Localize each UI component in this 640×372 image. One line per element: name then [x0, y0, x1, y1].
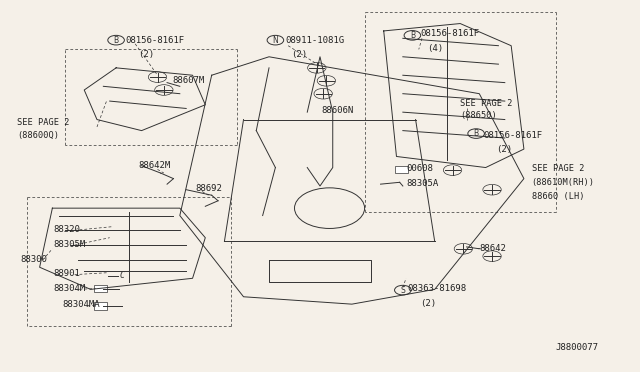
Text: 88606N: 88606N: [321, 106, 353, 115]
Text: (2): (2): [420, 299, 436, 308]
Text: 88320: 88320: [54, 225, 81, 234]
Text: (2): (2): [291, 51, 307, 60]
Text: SEE PAGE 2: SEE PAGE 2: [460, 99, 513, 108]
Bar: [94, 302, 106, 310]
Text: 08156-8161F: 08156-8161F: [420, 29, 480, 38]
Text: (2): (2): [138, 51, 154, 60]
Text: 88304M: 88304M: [54, 284, 86, 293]
Text: 88642M: 88642M: [138, 161, 171, 170]
Text: SEE PAGE 2: SEE PAGE 2: [532, 164, 584, 173]
Text: SEE PAGE 2: SEE PAGE 2: [17, 118, 70, 127]
Text: 08156-8161F: 08156-8161F: [125, 36, 185, 45]
Text: B: B: [113, 36, 118, 45]
Text: 88692: 88692: [196, 185, 223, 193]
Text: 88300: 88300: [20, 254, 47, 264]
Bar: [94, 285, 106, 292]
Text: 88305M: 88305M: [54, 240, 86, 249]
Text: 88304MA: 88304MA: [62, 300, 100, 310]
Bar: [395, 166, 408, 173]
Text: B: B: [410, 31, 415, 40]
Text: C: C: [119, 271, 124, 280]
Text: N: N: [273, 36, 278, 45]
Text: J8800077: J8800077: [556, 343, 599, 352]
Text: (4): (4): [427, 44, 443, 53]
Text: (2): (2): [497, 145, 513, 154]
Text: (88610M(RH)): (88610M(RH)): [532, 178, 595, 187]
Text: 00608: 00608: [406, 164, 433, 173]
Text: 88901: 88901: [54, 269, 81, 278]
Text: 08156-8161F: 08156-8161F: [484, 131, 543, 140]
Text: 08911-1081G: 08911-1081G: [285, 36, 344, 45]
Text: (88600Q): (88600Q): [17, 131, 60, 140]
Text: (88650): (88650): [460, 111, 497, 121]
Text: 08363-81698: 08363-81698: [407, 284, 467, 293]
Text: 88660 (LH): 88660 (LH): [532, 192, 584, 201]
Text: 88305A: 88305A: [406, 179, 438, 187]
Text: S: S: [401, 286, 405, 295]
Text: 88642: 88642: [479, 244, 506, 253]
Text: 88607M: 88607M: [172, 76, 204, 85]
Text: B: B: [474, 129, 479, 138]
